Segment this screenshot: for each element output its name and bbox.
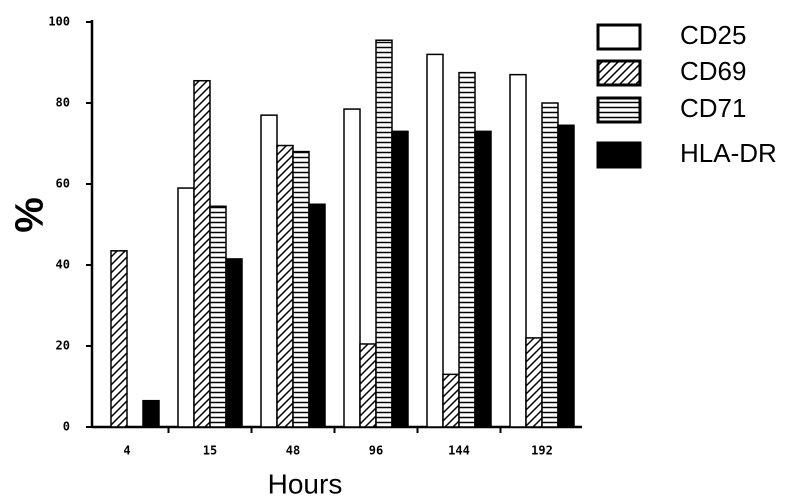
bar: [292, 150, 310, 428]
legend-swatch: [596, 96, 642, 124]
bar: [276, 144, 294, 428]
legend-swatch: [596, 23, 642, 51]
bar: [343, 108, 361, 428]
bar: [375, 39, 393, 428]
bar: [142, 399, 160, 428]
bar: [209, 205, 227, 428]
x-tick-label: 4: [123, 444, 130, 458]
bar: [110, 250, 128, 428]
bar: [225, 258, 243, 428]
legend-label: HLA-DR: [680, 138, 777, 168]
bar: [458, 71, 476, 428]
y-tick-label: 100: [48, 15, 70, 29]
y-tick-label: 80: [56, 96, 70, 110]
legend-label: CD71: [680, 93, 746, 123]
bar: [474, 130, 492, 428]
bar: [260, 114, 278, 428]
y-tick-label: 40: [56, 258, 70, 272]
bar: [177, 187, 195, 428]
x-tick-label: 48: [286, 444, 300, 458]
y-axis-label: %: [8, 197, 52, 233]
bar: [525, 337, 543, 428]
x-tick-label: 15: [203, 444, 217, 458]
x-axis-label: Hours: [268, 468, 343, 499]
bar: [426, 53, 444, 428]
x-tick-label: 96: [369, 444, 383, 458]
legend-swatch: [596, 141, 642, 169]
y-tick-label: 0: [63, 420, 70, 434]
bar: [391, 130, 409, 428]
y-tick-label: 20: [56, 339, 70, 353]
legend-label: CD69: [680, 56, 746, 86]
bar: [359, 343, 377, 428]
bar: [557, 124, 575, 428]
legend-label: CD25: [680, 20, 746, 50]
bar: [509, 73, 527, 428]
bar: [442, 373, 460, 428]
bar: [308, 203, 326, 428]
x-tick-label: 192: [531, 444, 553, 458]
y-tick-label: 60: [56, 177, 70, 191]
bar: [193, 79, 211, 428]
legend-swatch: [596, 59, 642, 87]
bar: [541, 102, 559, 428]
x-tick-label: 144: [448, 444, 470, 458]
